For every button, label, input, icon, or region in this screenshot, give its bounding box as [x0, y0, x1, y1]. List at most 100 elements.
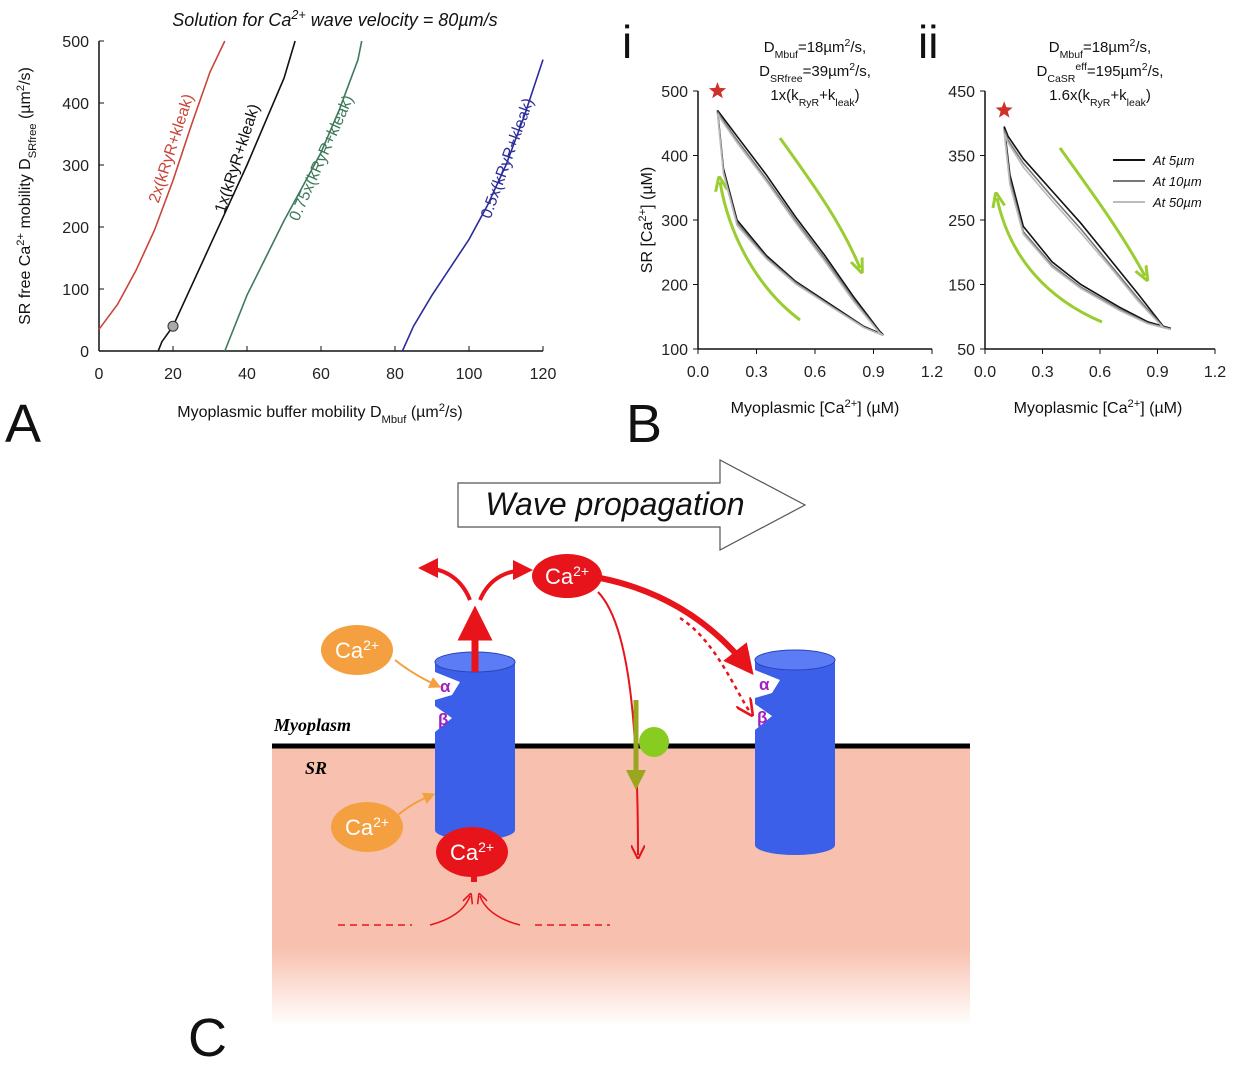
sr-label: SR: [305, 758, 327, 778]
x-tick-label: 0.9: [862, 364, 884, 381]
text-part: RyR: [799, 97, 820, 109]
beta-site: [755, 704, 772, 730]
beta-label: β: [438, 710, 448, 729]
x-axis-label: Myoplasmic [Ca2+] (µM): [1014, 398, 1183, 417]
text-part: Mbuf: [382, 414, 408, 426]
diffusion-arrow: [599, 575, 754, 676]
text-part: ] (µM): [639, 167, 656, 209]
text-part: SRfree: [27, 123, 39, 158]
arrow: [720, 182, 801, 322]
series-line: [1003, 129, 1172, 330]
x-tick-label: 60: [312, 366, 330, 383]
text-part: 2+: [1127, 398, 1140, 410]
channel-top: [754, 649, 836, 671]
alpha-label: α: [759, 675, 770, 694]
text-part: ] (µM): [1140, 400, 1182, 417]
text-part: RyR: [1090, 97, 1111, 109]
annotation: DSRfree=39µm2/s,: [759, 61, 871, 85]
subpanel-label: ii: [918, 16, 938, 68]
text-part: 2: [849, 61, 855, 73]
x-tick-label: 1.2: [1204, 364, 1226, 381]
binding-arrow: [397, 792, 436, 816]
uptake-arrow: [597, 591, 638, 855]
alpha-site: [755, 670, 780, 698]
spread-arrow: [418, 558, 472, 601]
ion-label: Ca2+: [335, 637, 379, 663]
ion-symbol: Ca: [335, 638, 364, 663]
text-part: /s,: [855, 63, 871, 80]
text-part: 2: [439, 402, 445, 414]
channel-bottom: [755, 835, 835, 855]
refill-arrow: [429, 896, 470, 926]
ion-blob: [532, 554, 602, 598]
beta-label: β: [757, 708, 767, 727]
channel: α β: [754, 649, 836, 855]
alpha-label: α: [440, 677, 451, 696]
ion: Ca2+: [321, 625, 393, 675]
text-part: 1x(k: [770, 87, 799, 104]
text-part: 1.6x(k: [1049, 87, 1090, 104]
ion-symbol: Ca: [450, 840, 479, 865]
text-part: Myoplasmic [Ca: [731, 400, 845, 417]
x-tick-label: 40: [238, 366, 256, 383]
ion-blob: [321, 625, 393, 675]
text-part: /s): [17, 67, 34, 85]
text-part: Mbuf: [1060, 49, 1083, 61]
y-tick-label: 150: [948, 278, 975, 295]
beta-site: [435, 706, 452, 732]
text-part: 2+: [290, 8, 305, 22]
ion: Ca2+: [436, 827, 508, 877]
y-tick-label: 400: [62, 96, 89, 113]
x-tick-label: 100: [456, 366, 483, 383]
text-part: /s,: [1148, 63, 1164, 80]
series-line: [716, 109, 884, 336]
legend-label: At 50µm: [1152, 195, 1202, 210]
x-axis-label: Myoplasmic [Ca2+] (µM): [731, 398, 900, 417]
ion-symbol: Ca: [545, 564, 574, 589]
serca-pump: [639, 727, 669, 757]
text-part: ): [855, 87, 860, 104]
series-label: 0.75x(kRyR+kleak): [287, 93, 358, 224]
text-part: 2: [1142, 61, 1148, 73]
y-tick-label: 200: [62, 220, 89, 237]
panel-label: C: [188, 1008, 227, 1061]
text-part: Myoplasmic buffer mobility D: [177, 404, 381, 421]
ion-charge: 2+: [573, 563, 589, 579]
x-tick-label: 0.3: [1031, 364, 1053, 381]
direction-arrows: [720, 137, 1145, 324]
ion-symbol: Ca: [345, 815, 374, 840]
x-tick-label: 0.6: [804, 364, 826, 381]
annotation: DCaSReff=195µm2/s,: [1037, 61, 1164, 85]
text-part: =18µm: [798, 39, 845, 56]
text-part: SR free Ca: [17, 246, 34, 325]
series-line: [1003, 126, 1172, 330]
x-tick-label: 0.6: [1089, 364, 1111, 381]
sr-region: [272, 746, 970, 1026]
y-tick-label: 50: [957, 342, 975, 359]
text-part: CaSR: [1047, 73, 1075, 85]
text-part: +k: [819, 87, 836, 104]
x-tick-label: 80: [386, 366, 404, 383]
spread-arrow: [478, 560, 533, 601]
text-part: ): [1146, 87, 1151, 104]
y-tick-label: 100: [661, 342, 688, 359]
text-part: 2: [845, 37, 851, 49]
x-tick-label: 0.0: [687, 364, 709, 381]
text-part: /s): [445, 404, 463, 421]
text-part: Solution for Ca: [172, 10, 291, 30]
ion-charge: 2+: [478, 839, 494, 855]
ion-label: Ca2+: [450, 839, 494, 865]
text-part: 2: [15, 85, 27, 91]
series-line: [98, 40, 226, 330]
series-label: 2x(kRyR+kleak): [146, 92, 197, 205]
x-tick-label: 0.9: [1146, 364, 1168, 381]
ion-blob: [436, 827, 508, 877]
y-tick-label: 0: [80, 344, 89, 361]
panel-label: B: [626, 394, 662, 454]
text-part: leak: [1127, 97, 1147, 109]
text-part: 2: [1130, 37, 1136, 49]
text-part: D: [764, 39, 775, 56]
text-part: D: [1049, 39, 1060, 56]
arrow: [778, 137, 860, 268]
series-line: [157, 40, 296, 352]
